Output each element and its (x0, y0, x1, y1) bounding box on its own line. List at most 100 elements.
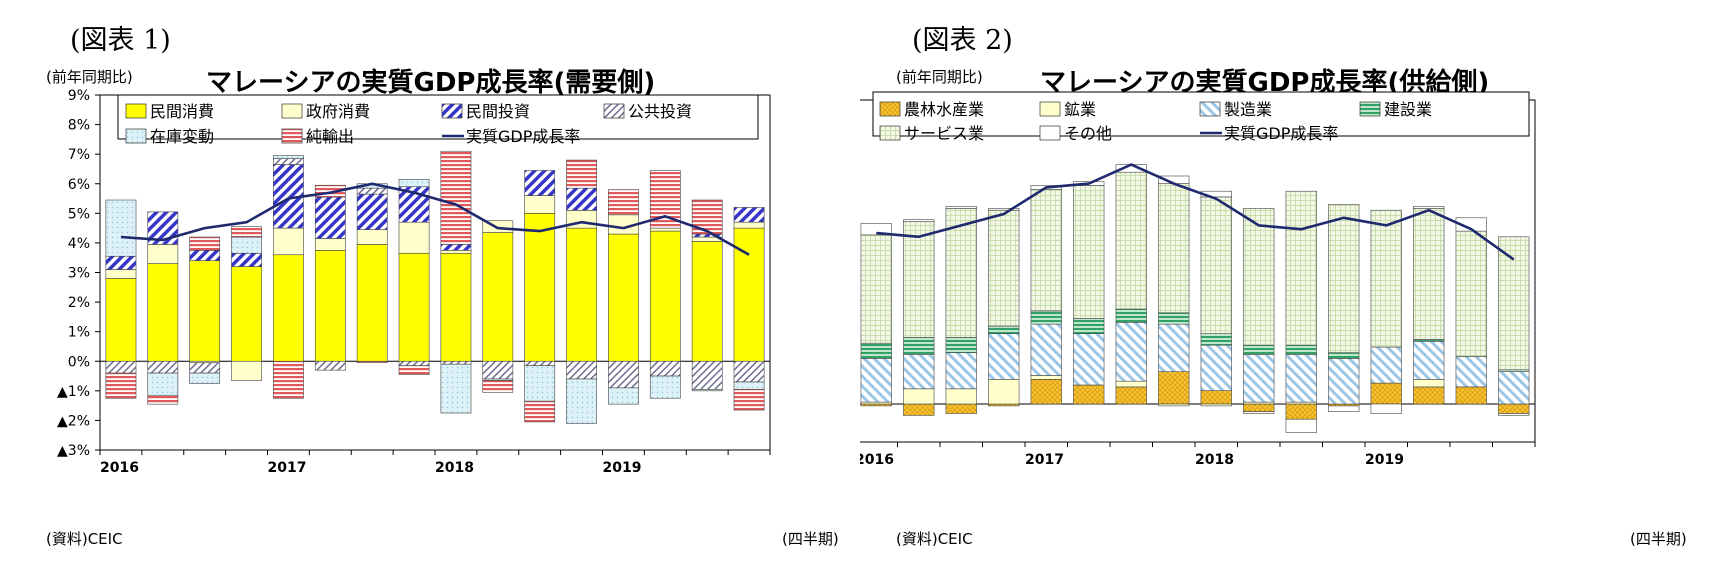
bar-segment-製造業 (945, 352, 977, 390)
bar-segment-民間投資 (356, 193, 388, 230)
x-year-label: 2018 (1195, 452, 1234, 468)
x-year-label: 2017 (1025, 452, 1064, 468)
figure-label: (図表 1) (70, 25, 171, 56)
bar-segment-政府消費 (231, 360, 262, 381)
bar-segment-公共投資 (482, 360, 514, 380)
bar-segment-純輸出 (608, 189, 639, 216)
supply-chart-panel: (図表 2) (前年同期比) マレーシアの実質GDP成長率(供給側) ▲1%▲0… (860, 0, 1721, 580)
legend-label: 民間消費 (150, 102, 214, 121)
legend-label: 政府消費 (306, 102, 370, 121)
bar-segment-農林水産業 (1455, 386, 1487, 405)
bar-segment-純輸出 (273, 360, 304, 399)
legend-label: 建設業 (1384, 100, 1432, 119)
figure-label: (図表 2) (912, 25, 1013, 56)
bar-segment-民間消費 (566, 227, 597, 362)
bar-segment-在庫変動 (273, 155, 304, 159)
bar-segment-鉱業 (1158, 403, 1190, 407)
x-year-label: 2017 (268, 460, 307, 476)
bar-segment-純輸出 (105, 372, 137, 399)
legend-label: 純輸出 (306, 127, 354, 146)
bar-segment-農林水産業 (1030, 378, 1062, 405)
y-tick-label: 0% (68, 354, 90, 370)
bar-segment-製造業 (1370, 346, 1402, 384)
legend-label: 実質GDP成長率 (1224, 124, 1338, 143)
bar-segment-建設業 (1243, 344, 1275, 355)
bar-segment-鉱業 (1413, 378, 1445, 388)
bar-segment-サービス業 (1328, 204, 1360, 353)
legend-swatch (879, 125, 901, 141)
bar-segment-公共投資 (649, 360, 681, 377)
bar-segment-純輸出 (524, 400, 556, 423)
bar-segment-サービス業 (1413, 208, 1445, 340)
bar-segment-農林水産業 (1413, 386, 1445, 405)
y-tick-label: 2% (68, 295, 90, 311)
legend-swatch (1039, 125, 1061, 141)
bar-segment-公共投資 (273, 158, 304, 165)
bar-segment-鉱業 (903, 388, 935, 405)
bar-segment-サービス業 (1115, 171, 1147, 310)
bar-segment-サービス業 (860, 234, 892, 344)
bar-segment-製造業 (1413, 340, 1445, 380)
bar-segment-公共投資 (189, 362, 221, 374)
bar-segment-公共投資 (147, 360, 179, 374)
bar-segment-鉱業 (1115, 380, 1147, 388)
bar-segment-民間消費 (691, 241, 723, 362)
bar-segment-農林水産業 (1370, 382, 1402, 405)
bar-segment-純輸出 (440, 150, 472, 245)
period-label: (四半期) (1630, 530, 1687, 548)
bar-segment-サービス業 (1455, 230, 1487, 357)
bar-segment-サービス業 (1200, 196, 1232, 334)
bar-segment-政府消費 (398, 221, 430, 254)
bar-segment-公共投資 (566, 360, 597, 380)
bar-segment-製造業 (1498, 371, 1530, 405)
bar-segment-建設業 (1200, 333, 1232, 346)
bar-segment-民間消費 (105, 278, 137, 362)
bar-segment-民間消費 (356, 244, 388, 362)
x-year-label: 2019 (603, 460, 642, 476)
bar-segment-サービス業 (1498, 236, 1530, 371)
bar-segment-その他 (1285, 418, 1317, 433)
bar-segment-民間投資 (314, 196, 346, 239)
legend-label: 製造業 (1224, 100, 1272, 119)
bar-segment-製造業 (903, 354, 935, 390)
legend-swatch (1359, 101, 1381, 117)
bar-segment-政府消費 (273, 227, 304, 256)
bar-segment-サービス業 (1243, 208, 1275, 346)
y-tick-label: 5% (68, 206, 90, 222)
bar-segment-建設業 (1073, 318, 1105, 334)
supply-chart: ▲1%▲0%1%2%3%4%5%6%7%8%2016201720182019農林… (860, 91, 1536, 468)
bar-segment-建設業 (903, 337, 935, 355)
bar-segment-政府消費 (147, 244, 179, 264)
y-tick-label: 9% (68, 88, 90, 104)
y-unit-label: (前年同期比) (896, 68, 983, 86)
bar-segment-農林水産業 (1200, 390, 1232, 405)
bar-segment-純輸出 (566, 159, 597, 189)
bar-segment-政府消費 (356, 229, 388, 245)
demand-chart: ▲3% ▲2% ▲1% 0% 1% 2% 3% 4% 5% 6% 7% 8% 9% 2016 2017 201… (57, 88, 771, 476)
bar-segment-純輸出 (733, 389, 765, 411)
bar-segment-在庫変動 (105, 199, 137, 257)
legend-label: 在庫変動 (150, 127, 214, 146)
bar-segment-農林水産業 (1285, 403, 1317, 420)
bar-segment-在庫変動 (566, 378, 597, 424)
bar-segment-政府消費 (314, 238, 346, 251)
bar-segment-在庫変動 (231, 236, 262, 254)
bar-segment-建設業 (988, 325, 1020, 335)
x-year-label: 2016 (100, 460, 139, 476)
bar-segment-製造業 (1115, 321, 1147, 382)
y-tick-label: 7% (68, 147, 90, 163)
bar-segment-製造業 (1073, 333, 1105, 386)
bar-segment-公共投資 (356, 187, 388, 195)
y-tick-label: 4% (68, 236, 90, 252)
x-year-label: 2019 (1365, 452, 1404, 468)
legend-swatch (125, 128, 147, 144)
bar-segment-公共投資 (398, 360, 430, 366)
bar-segment-製造業 (860, 358, 892, 403)
bar-segment-民間消費 (231, 266, 262, 362)
bar-segment-農林水産業 (1073, 384, 1105, 405)
chart-title: マレーシアの実質GDP成長率(需要側) (206, 68, 656, 98)
bar-segment-公共投資 (733, 360, 765, 383)
bar-segment-その他 (1328, 405, 1360, 412)
legend-label: その他 (1064, 124, 1112, 143)
bar-segment-政府消費 (649, 227, 681, 232)
